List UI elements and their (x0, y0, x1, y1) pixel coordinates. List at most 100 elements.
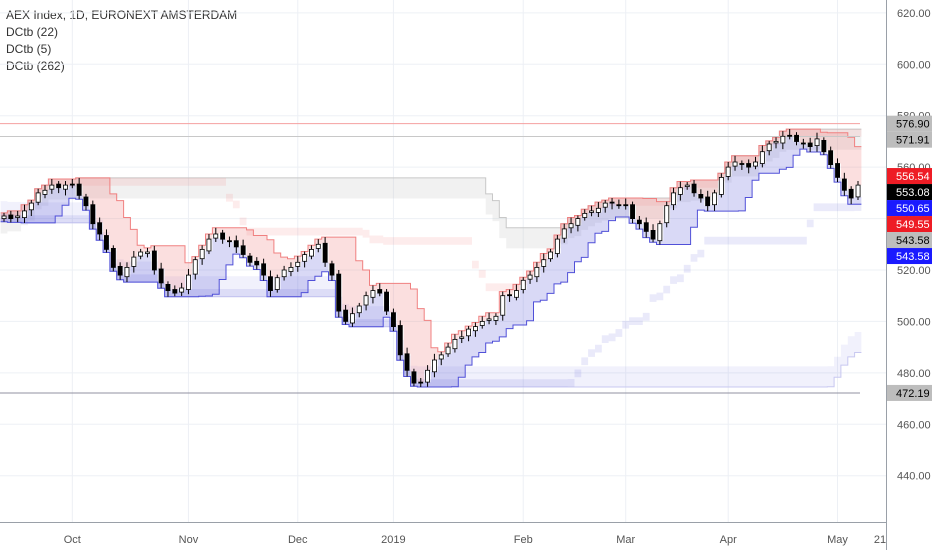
candle-body (206, 238, 212, 252)
horizontal-lines (0, 123, 860, 394)
legend-indicator-dctb-5: DCtb (5) (6, 42, 52, 56)
candle-body (267, 276, 273, 292)
candle-body (254, 260, 260, 266)
candle-body (49, 184, 55, 190)
x-tick-label: Feb (514, 534, 533, 546)
candle-body (165, 283, 171, 291)
candle-body (472, 326, 478, 332)
candle-body (418, 381, 424, 384)
candle-body (794, 134, 799, 142)
price-tag-bg (887, 115, 932, 132)
candle-body (274, 277, 280, 290)
candle-body (302, 254, 308, 262)
candle-body (479, 320, 485, 326)
candle-body (404, 353, 410, 371)
candle-body (800, 142, 806, 145)
candle-body (514, 290, 519, 298)
candle-body (725, 166, 731, 177)
candle-body (548, 251, 553, 260)
candle-body (329, 263, 335, 276)
candle-body (185, 274, 191, 290)
candle-body (131, 256, 137, 267)
legend-indicator-dctb-262: DCtb (262) (6, 59, 65, 73)
price-tag-bg (887, 168, 932, 185)
y-tick-label: 480.00 (897, 368, 931, 380)
candle-body (144, 251, 150, 254)
candle-body (431, 359, 437, 373)
price-tag: 543.58 (887, 232, 932, 249)
candle-body (76, 183, 82, 196)
candle-body (21, 210, 27, 218)
candle-body (602, 202, 608, 208)
candle-body (500, 295, 506, 316)
candle-body (83, 196, 89, 207)
candle-body (732, 161, 738, 167)
candle-body (438, 354, 444, 360)
candle-body (821, 139, 827, 153)
candle-body (15, 215, 21, 218)
candlesticks (1, 129, 861, 387)
candle-body (356, 305, 362, 314)
candle-body (390, 312, 396, 328)
candle-body (835, 163, 840, 178)
candle-body (199, 248, 205, 260)
candle-body (425, 369, 430, 383)
candle-body (636, 219, 642, 225)
legend-title: AEX Index, 1D, EURONEXT AMSTERDAM (6, 8, 238, 22)
candle-body (848, 188, 854, 199)
candle-body (554, 238, 560, 254)
candle-body (643, 222, 649, 232)
candle-body (8, 214, 14, 219)
price-tag-bg (887, 248, 932, 265)
candle-body (753, 161, 758, 167)
candle-body (493, 315, 499, 321)
price-tag-bg (887, 200, 932, 217)
candle-body (664, 205, 670, 224)
candle-body (650, 229, 656, 240)
candle-body (657, 223, 663, 242)
band5-upper-line (0, 128, 862, 353)
price-tag: 549.55 (887, 216, 932, 233)
x-tick-label: May (827, 534, 848, 546)
candle-body (582, 212, 588, 218)
candle-body (90, 204, 96, 225)
candle-body (363, 295, 369, 306)
price-tag: 571.91 (887, 131, 932, 148)
candle-body (684, 184, 690, 188)
x-tick-label: 2019 (381, 534, 405, 546)
price-tag-label: 543.58 (896, 251, 930, 263)
candle-body (459, 336, 465, 339)
price-tag: 553.08 (887, 184, 932, 201)
candle-body (138, 251, 144, 257)
candle-body (677, 187, 683, 195)
price-tag-label: 550.65 (896, 203, 930, 215)
candle-body (698, 193, 704, 199)
candle-body (397, 325, 403, 356)
price-tag-label: 553.08 (896, 187, 930, 199)
y-tick-label: 600.00 (897, 59, 931, 71)
legend-indicator-dctb-22: DCtb (22) (6, 25, 59, 39)
candle-body (828, 150, 834, 165)
candle-body (739, 163, 745, 165)
candle-body (452, 338, 458, 350)
candle-body (671, 192, 676, 206)
candle-body (151, 250, 157, 271)
candle-body (534, 266, 540, 278)
candle-body (609, 201, 615, 204)
candle-body (370, 290, 376, 298)
candle-body (712, 192, 717, 206)
candle-body (192, 259, 198, 275)
candle-body (158, 268, 164, 284)
candle-body (377, 289, 383, 294)
candle-body (56, 183, 62, 189)
long-band-lower-fill (0, 201, 862, 387)
candle-body (520, 279, 526, 290)
candle-body (117, 265, 123, 276)
candle-body (507, 294, 512, 297)
candle-body (718, 176, 724, 195)
candle-body (787, 134, 793, 137)
x-tick-label: Mar (616, 534, 635, 546)
candle-body (746, 163, 752, 168)
candle-body (780, 135, 786, 144)
